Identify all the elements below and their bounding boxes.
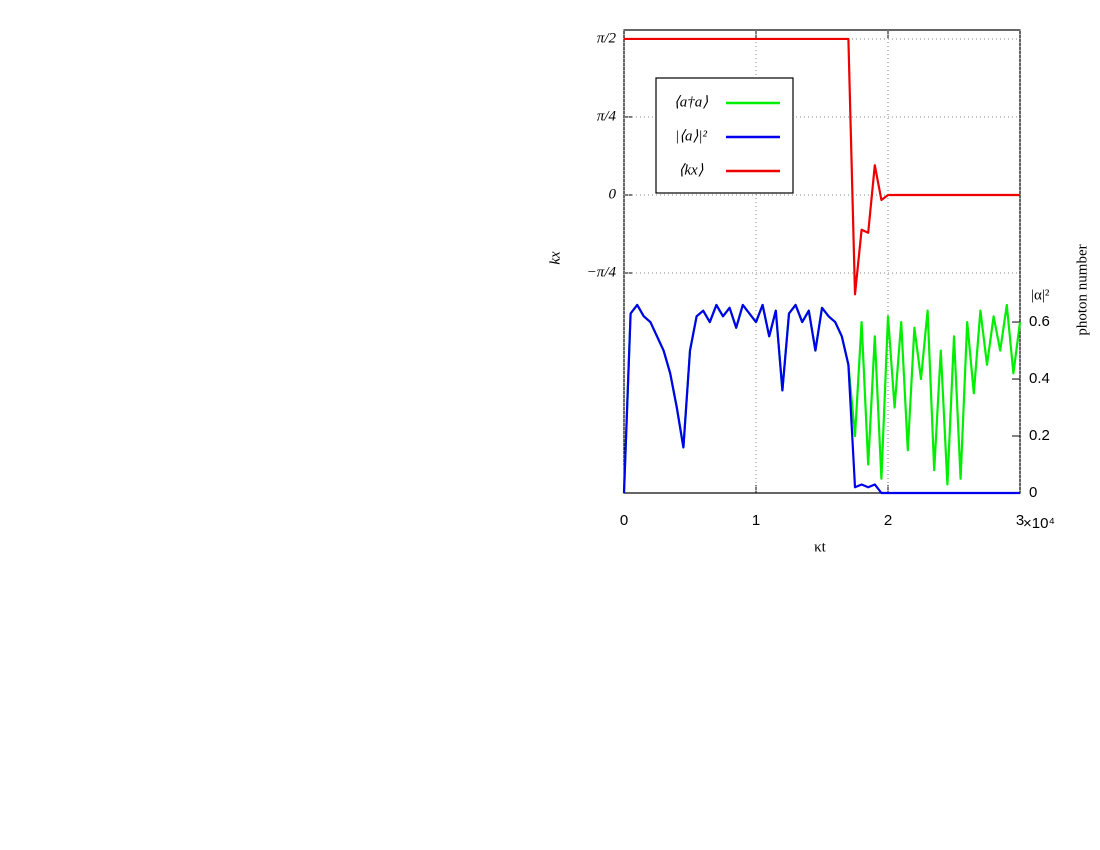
y2-tick-label: 0.2 <box>1029 427 1050 444</box>
plot-frame <box>623 29 1021 494</box>
x-multiplier: ×10⁴ <box>1023 515 1055 532</box>
y-tick-label: 0 <box>609 186 617 202</box>
x-axis-label: κt <box>814 539 827 555</box>
x-tick-label: 3 <box>1016 512 1024 529</box>
y2-tick-label: 0 <box>1029 484 1037 501</box>
y2-axis-label: photon number <box>1074 244 1090 335</box>
legend-label: ⟨kx⟩ <box>678 162 703 178</box>
legend-box <box>655 77 794 194</box>
x-tick-label: 2 <box>884 512 892 529</box>
y-tick-label: −π/4 <box>587 264 617 280</box>
y-tick-label: π/4 <box>597 108 617 124</box>
legend-label: |⟨a⟩|² <box>675 128 707 144</box>
x-tick-label: 0 <box>620 512 628 529</box>
series-line <box>624 37 1020 296</box>
y2-tick-label: 0.6 <box>1029 313 1050 330</box>
y-axis-label: kx <box>547 251 563 265</box>
y2-top-label: |α|² <box>1031 287 1050 303</box>
legend-label: ⟨a†a⟩ <box>674 94 708 110</box>
series-line <box>622 303 1020 495</box>
series-line <box>622 303 1022 494</box>
y2-tick-label: 0.4 <box>1029 370 1050 387</box>
x-tick-label: 1 <box>752 512 760 529</box>
y-tick-label: π/2 <box>597 30 617 46</box>
